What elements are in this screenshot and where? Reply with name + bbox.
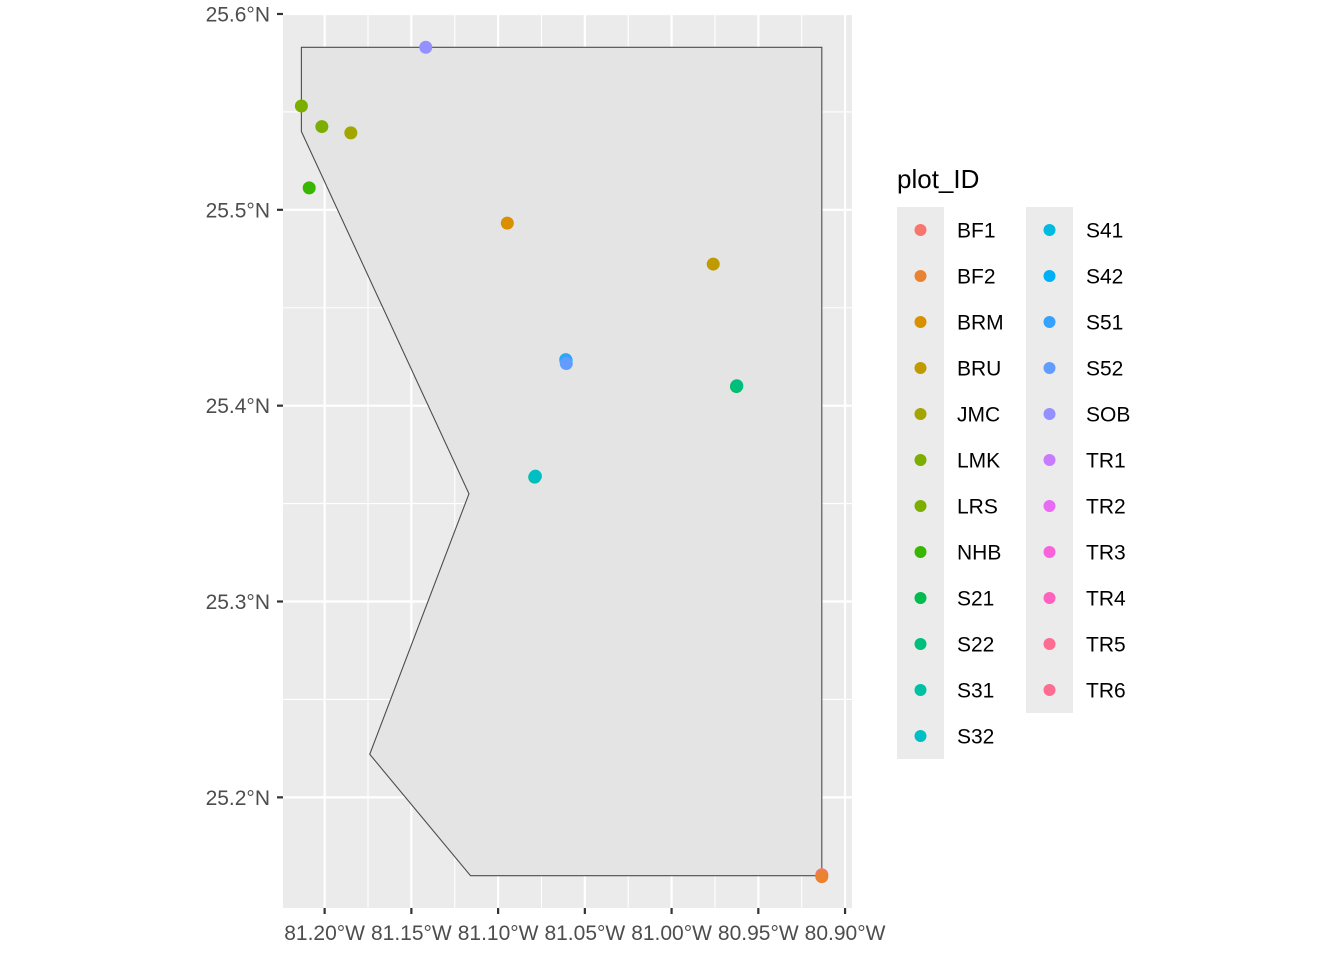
legend-label-s22: S22 xyxy=(957,634,994,657)
legend-key-lrs xyxy=(914,500,927,512)
legend-label-brm: BRM xyxy=(957,312,1004,335)
legend-label-s21: S21 xyxy=(957,588,994,611)
legend-label-sob: SOB xyxy=(1086,404,1130,427)
legend-label-lmk: LMK xyxy=(957,450,1000,473)
legend-title: plot_ID xyxy=(897,164,979,194)
legend-label-bf2: BF2 xyxy=(957,266,996,289)
legend-label-bru: BRU xyxy=(957,358,1001,381)
legend-label-tr4: TR4 xyxy=(1086,588,1126,611)
legend-key-nhb xyxy=(914,546,927,558)
legend-key-bf1 xyxy=(914,224,927,236)
legend-label-jmc: JMC xyxy=(957,404,1000,427)
legend-label-tr5: TR5 xyxy=(1086,634,1126,657)
x-axis: 81.20°W 81.15°W 81.10°W 81.05°W 81.00°W 80.95… xyxy=(284,908,886,945)
y-tick-label: 25.2°N xyxy=(206,787,270,810)
x-tick-label: 81.20°W xyxy=(284,922,365,945)
legend-entries: BF1 BF2 BRM BRU JMC LMK LRS NHB S21 S22 S31 S32 S41 S… xyxy=(897,207,1130,759)
legend-key-brm xyxy=(914,316,927,328)
data-point-jmc xyxy=(344,126,358,140)
x-tick-label: 81.05°W xyxy=(544,922,625,945)
legend-label-tr2: TR2 xyxy=(1086,496,1126,519)
legend-label-s32: S32 xyxy=(957,726,994,749)
legend-label-lrs: LRS xyxy=(957,496,998,519)
legend-key-s41 xyxy=(1043,224,1056,236)
legend-label-tr6: TR6 xyxy=(1086,680,1126,703)
data-point-s32 xyxy=(528,469,542,483)
legend-label-s42: S42 xyxy=(1086,266,1123,289)
legend-label-s41: S41 xyxy=(1086,220,1123,243)
data-point-bru xyxy=(706,257,720,271)
legend-key-s51 xyxy=(1043,316,1056,328)
legend-key-s52 xyxy=(1043,362,1056,374)
legend-label-bf1: BF1 xyxy=(957,220,996,243)
legend-key-tr2 xyxy=(1043,500,1056,512)
region-boundary-polygon xyxy=(300,46,823,877)
legend-key-tr3 xyxy=(1043,546,1056,558)
y-axis: 25.2°N 25.3°N 25.4°N 25.5°N 25.6°N xyxy=(206,3,283,810)
legend-key-s32 xyxy=(914,730,927,742)
y-tick-label: 25.4°N xyxy=(206,395,270,418)
legend-key-s42 xyxy=(1043,270,1056,282)
legend-key-tr5 xyxy=(1043,638,1056,650)
data-point-s52 xyxy=(559,357,573,371)
legend-key-s31 xyxy=(914,684,927,696)
data-point-bf2 xyxy=(815,870,829,884)
x-tick-label: 81.10°W xyxy=(458,922,539,945)
y-tick-label: 25.3°N xyxy=(206,591,270,614)
legend-key-lmk xyxy=(914,454,927,466)
data-point-s22 xyxy=(730,379,744,393)
data-point-sob xyxy=(419,40,433,54)
legend-key-s21 xyxy=(914,592,927,604)
legend-key-sob xyxy=(1043,408,1056,420)
data-point-brm xyxy=(500,216,514,230)
legend-label-tr3: TR3 xyxy=(1086,542,1126,565)
data-point-lrs xyxy=(294,99,308,113)
data-point-nhb xyxy=(302,181,316,195)
legend-key-background xyxy=(897,207,944,759)
x-tick-label: 80.95°W xyxy=(718,922,799,945)
legend-label-s52: S52 xyxy=(1086,358,1123,381)
legend-key-bf2 xyxy=(914,270,927,282)
legend-key-jmc xyxy=(914,408,927,420)
legend: plot_ID BF1 BF2 BRM BRU JMC LMK LRS NHB S21 S22 S3… xyxy=(897,164,1130,759)
legend-label-tr1: TR1 xyxy=(1086,450,1126,473)
legend-key-tr1 xyxy=(1043,454,1056,466)
legend-key-s22 xyxy=(914,638,927,650)
legend-key-tr6 xyxy=(1043,684,1056,696)
legend-label-s51: S51 xyxy=(1086,312,1123,335)
data-points xyxy=(294,40,829,884)
x-tick-label: 81.15°W xyxy=(371,922,452,945)
y-tick-label: 25.5°N xyxy=(206,199,270,222)
x-tick-label: 80.90°W xyxy=(805,922,886,945)
legend-label-s31: S31 xyxy=(957,680,994,703)
legend-key-tr4 xyxy=(1043,592,1056,604)
legend-key-bru xyxy=(914,362,927,374)
legend-label-nhb: NHB xyxy=(957,542,1001,565)
y-tick-label: 25.6°N xyxy=(206,3,270,26)
x-tick-label: 81.00°W xyxy=(631,922,712,945)
data-point-lmk xyxy=(315,120,329,134)
